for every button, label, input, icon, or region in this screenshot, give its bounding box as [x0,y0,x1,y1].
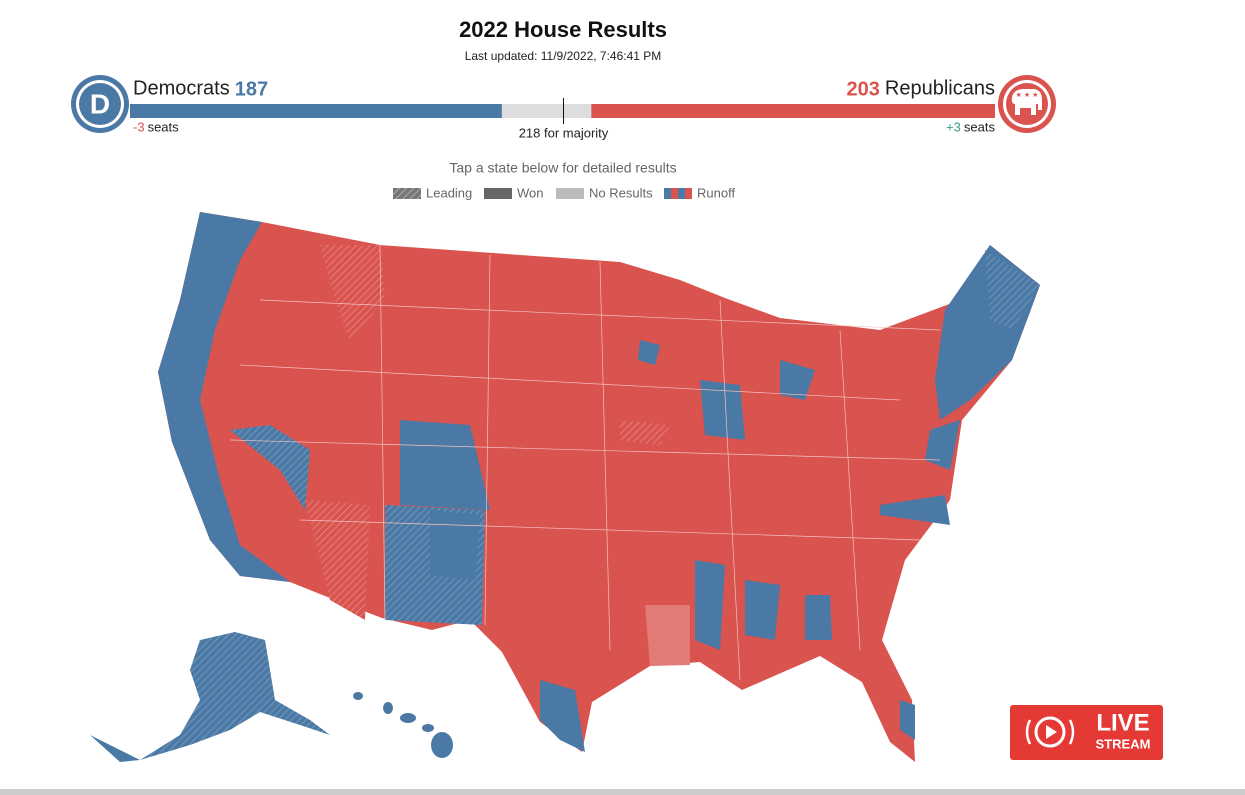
stream-label: STREAM [1096,736,1151,751]
legend-label: Leading [426,185,472,200]
republican-change: +3 [946,119,961,134]
last-updated: Last updated: 11/9/2022, 7:46:41 PM [465,49,662,63]
republican-seat-bar [591,104,995,118]
democrat-name: Democrats [133,77,230,99]
democrat-seats-unit: seats [148,119,180,134]
legend-label: No Results [589,185,653,200]
democrat-seat-bar [130,104,502,118]
legend-label: Runoff [697,185,735,200]
republican-seats-unit: seats [964,119,996,134]
svg-text:★ ★ ★: ★ ★ ★ [1016,91,1039,99]
democrat-logo: D [71,75,129,133]
us-map[interactable] [90,212,1040,762]
republican-name: Republicans [885,77,995,99]
legend-label: Won [517,185,544,200]
live-label: LIVE [1096,709,1149,736]
republican-seats: 203 [847,78,880,100]
democrat-change: -3 [133,119,145,134]
democrat-seats: 187 [235,78,268,100]
live-stream-button[interactable]: LIVE STREAM [1010,705,1163,760]
legend: Leading Won No Results Runoff [393,185,735,200]
majority-label: 218 for majority [519,125,609,140]
republican-logo: ★ ★ ★ [998,75,1056,133]
map-instruction: Tap a state below for detailed results [449,160,676,176]
democrat-logo-letter: D [90,88,110,119]
title: 2022 House Results [459,17,667,42]
bottom-bar [0,789,1245,795]
